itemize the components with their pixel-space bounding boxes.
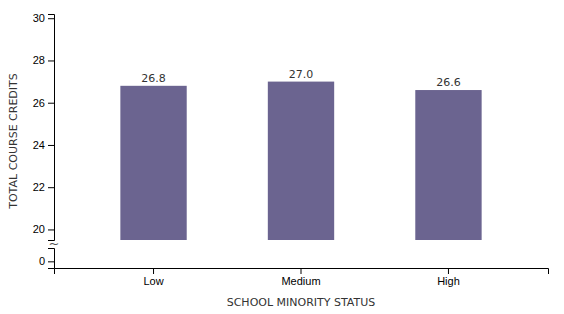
y-tick: 30 <box>33 12 54 24</box>
y-tick-label: 20 <box>33 223 45 235</box>
y-tick-mark <box>48 60 54 61</box>
chart: 20 22 24 26 28 30 26.8 27.0 26.6 TOTAL COURSE CRE… <box>0 0 564 314</box>
y-tick: 28 <box>33 54 54 66</box>
y-tick-mark <box>48 187 54 188</box>
y-tick-mark <box>48 103 54 104</box>
y-axis-line <box>48 15 55 241</box>
x-tick-label: Medium <box>281 275 320 287</box>
y-tick: 0 <box>39 255 54 267</box>
x-axis-line <box>55 269 549 275</box>
y-tick-label: 26 <box>33 97 45 109</box>
bars <box>120 82 481 240</box>
bar <box>268 82 334 240</box>
y-tick: 22 <box>33 181 54 193</box>
x-tick-label: High <box>437 275 460 287</box>
y-tick: 26 <box>33 97 54 109</box>
data-labels: 26.8 27.0 26.6 <box>141 68 460 89</box>
y-axis: 0 <box>39 249 55 269</box>
y-tick-label: 22 <box>33 181 45 193</box>
y-tick: 20 <box>33 223 54 235</box>
y-tick-label: 0 <box>39 255 45 267</box>
x-tick: High <box>437 268 460 287</box>
y-tick-label: 30 <box>33 12 45 24</box>
bar <box>415 90 481 240</box>
y-tick-mark <box>48 261 54 262</box>
x-axis: Low Medium High <box>55 268 549 287</box>
y-tick-mark <box>48 229 54 230</box>
y-axis-title: TOTAL COURSE CREDITS <box>7 73 20 210</box>
x-tick-mark <box>153 268 154 274</box>
x-tick-label: Low <box>143 275 163 287</box>
bar <box>120 86 186 240</box>
y-tick-mark <box>48 18 54 19</box>
y-axis-line <box>48 249 55 269</box>
x-axis-title: SCHOOL MINORITY STATUS <box>227 296 376 309</box>
x-tick-mark <box>448 268 449 274</box>
x-tick-mark <box>301 268 302 274</box>
data-label: 26.8 <box>141 72 166 85</box>
data-label: 27.0 <box>289 68 314 81</box>
x-tick: Medium <box>281 268 320 287</box>
y-tick: 24 <box>33 139 54 151</box>
y-tick-label: 28 <box>33 54 45 66</box>
data-label: 26.6 <box>436 76 461 89</box>
y-axis: 20 22 24 26 28 30 <box>33 12 55 240</box>
break-mark: ~ <box>49 236 60 251</box>
y-tick-label: 24 <box>33 139 45 151</box>
y-tick-mark <box>48 145 54 146</box>
x-tick: Low <box>143 268 163 287</box>
bottom-panel: 0 Low Medium High ~ <box>39 236 549 287</box>
